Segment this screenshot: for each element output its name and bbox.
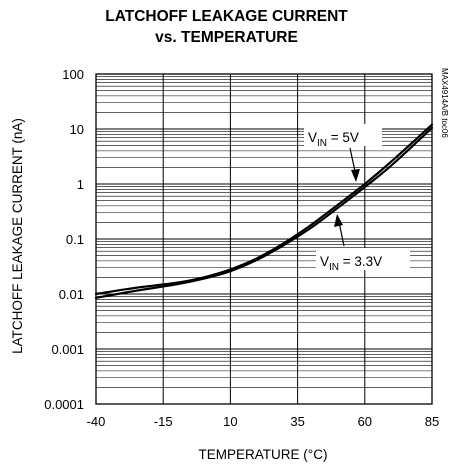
y-tick-label: 1 [77,177,84,192]
tick-labels: -40 -15 10 35 60 85 100 10 1 0.1 0.01 0.001 0.0001 [44,67,439,429]
annotation-5v-sub: IN [317,138,327,149]
y-axis-label: LATCHOFF LEAKAGE CURRENT (nA) [10,118,25,354]
x-axis-label: TEMPERATURE (°C) [199,447,328,462]
svg-text:VIN = 5V: VIN = 5V [308,130,359,149]
x-tick-label: -15 [154,414,173,429]
chart-title: LATCHOFF LEAKAGE CURRENT [105,8,348,25]
y-tick-label: 0.001 [51,342,84,357]
y-tick-label: 0.1 [66,232,84,247]
annotation-vin-3v3: VIN = 3.3V [316,214,410,273]
annotation-3v3-rest: = 3.3V [339,254,382,269]
annotation-3v3-sub: IN [329,262,339,273]
annotation-3v3-main: V [320,254,329,269]
series-line-vin-3v3 [94,126,434,299]
x-tick-label: 60 [358,414,372,429]
x-tick-label: 35 [290,414,304,429]
side-note: MAX4914A/B toc06 [440,68,449,138]
annotation-vin-5v: VIN = 5V [304,124,382,182]
annotation-5v-main: V [308,130,317,145]
axes [95,73,433,405]
annotation-5v-rest: = 5V [327,130,359,145]
series-lines [94,123,434,299]
y-tick-label: 0.0001 [44,397,84,412]
y-tick-label: 10 [70,122,84,137]
plot-frame [95,73,433,405]
y-tick-label: 100 [62,67,84,82]
y-tick-label: 0.01 [59,287,84,302]
grid-lines [95,73,433,405]
series-line-vin-5v [94,123,434,296]
x-tick-label: 85 [425,414,439,429]
svg-text:VIN = 3.3V: VIN = 3.3V [320,254,382,273]
x-tick-label: 10 [223,414,237,429]
chart-subtitle: vs. TEMPERATURE [155,29,298,46]
x-tick-label: -40 [87,414,106,429]
